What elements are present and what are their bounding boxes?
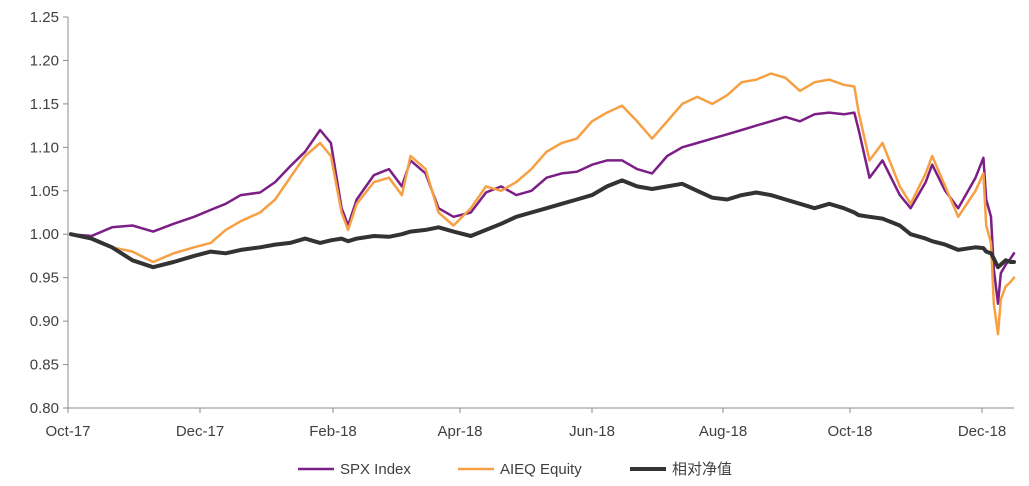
plot-area: 0.80 0.85 0.90 0.95 1.00 1.05 1.10 1.15 1.20 1.25… (30, 9, 1016, 440)
x-tick-label: Dec-17 (176, 423, 224, 440)
legend-label-0: SPX Index (340, 461, 411, 478)
x-tick-label: Apr-18 (437, 423, 482, 440)
y-axis-ticks: 0.80 0.85 0.90 0.95 1.00 1.05 1.10 1.15 1.20 1.25 (30, 9, 68, 417)
x-tick-label: Dec-18 (958, 423, 1006, 440)
x-tick-label: Feb-18 (309, 423, 357, 440)
legend: SPX Index AIEQ Equity 相对净值 (298, 461, 732, 478)
x-tick-label: Jun-18 (569, 423, 615, 440)
x-tick-label: Oct-18 (827, 423, 872, 440)
y-tick-label: 1.25 (30, 9, 59, 26)
legend-label-1: AIEQ Equity (500, 461, 582, 478)
series-lines (68, 72, 1016, 336)
y-tick-label: 1.05 (30, 183, 59, 200)
y-tick-label: 0.85 (30, 357, 59, 374)
series-line-1 (69, 72, 1016, 336)
legend-label-2: 相对净值 (672, 461, 732, 478)
x-axis-ticks: Oct-17 Dec-17 Feb-18 Apr-18 Jun-18 Aug-18 Oct-… (45, 408, 1006, 440)
series-line-2 (68, 178, 1016, 270)
y-tick-label: 1.15 (30, 96, 59, 113)
x-tick-label: Oct-17 (45, 423, 90, 440)
series-line-0 (69, 111, 1016, 305)
y-tick-label: 0.90 (30, 313, 59, 330)
x-tick-label: Aug-18 (699, 423, 747, 440)
y-tick-label: 1.10 (30, 139, 59, 156)
y-tick-label: 1.00 (30, 226, 59, 243)
y-tick-label: 0.95 (30, 270, 59, 287)
y-tick-label: 0.80 (30, 400, 59, 417)
y-tick-label: 1.20 (30, 52, 59, 69)
